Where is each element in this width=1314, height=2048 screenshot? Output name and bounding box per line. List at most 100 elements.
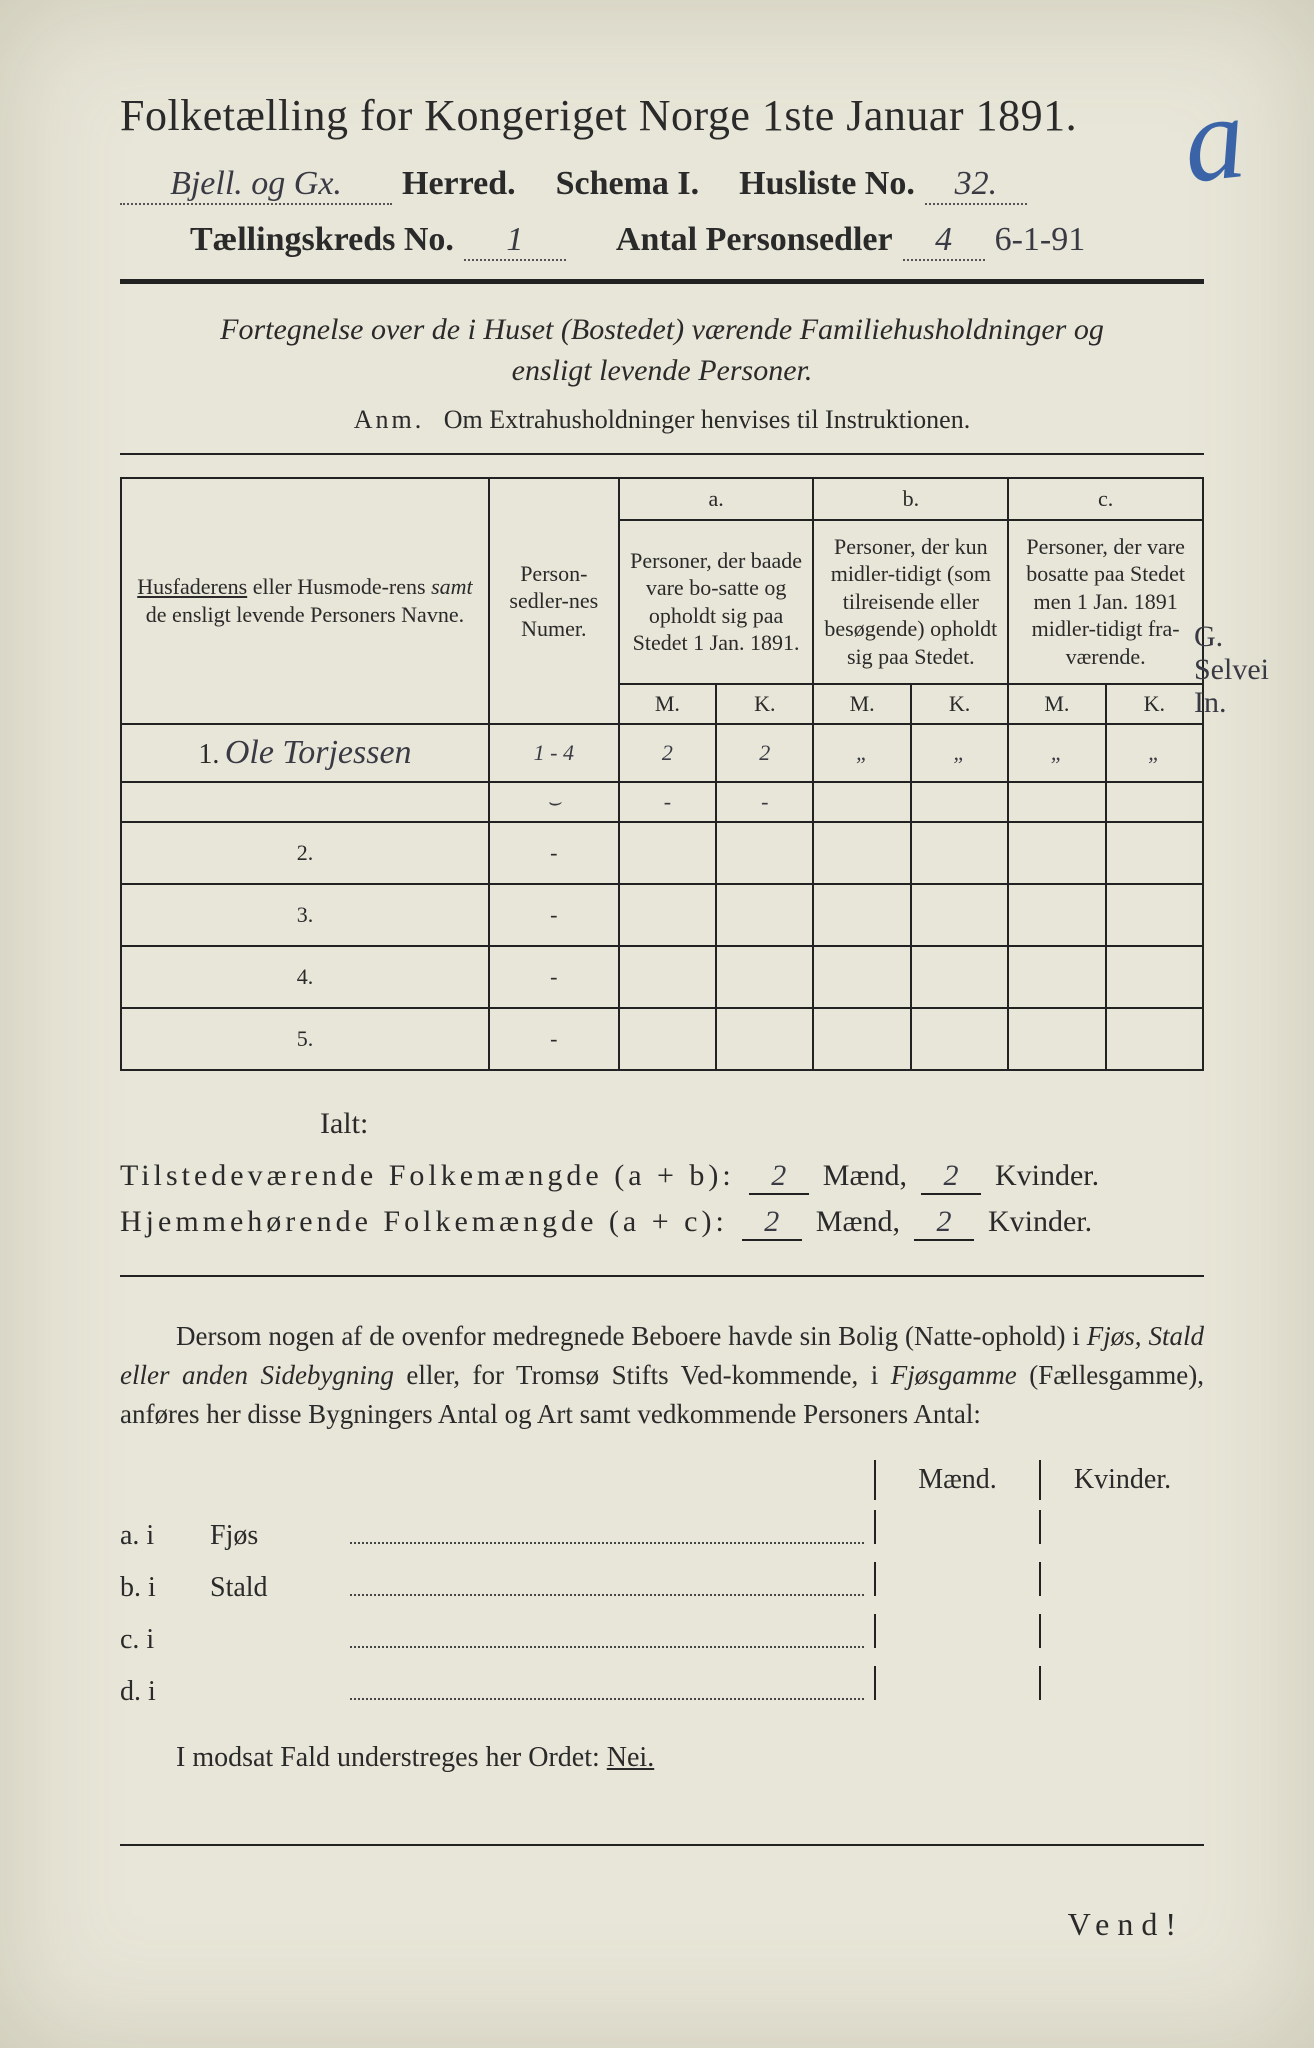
sub-row: d. i [120,1666,1204,1708]
sub-label: Stald [210,1572,340,1604]
cell-bk [911,1008,1008,1070]
col-c-m: M. [1008,684,1105,724]
mk-cells [874,1614,1204,1648]
cell-num: - [489,1008,619,1070]
kvinder-label: Kvinder. [995,1159,1099,1193]
schema-label: Schema I. [556,165,700,203]
col-header-a-tag: a. [619,478,814,520]
sub-row: a. i Fjøs [120,1510,1204,1552]
cell-am [619,884,716,946]
cell-cm: „ [1008,724,1105,782]
cell-ak [716,946,813,1008]
col-header-c-tag: c. [1008,478,1203,520]
cell-am: 2 [619,724,716,782]
herred-value: Bjell. og Gx. [120,165,392,205]
household-table: Husfaderens eller Husmode-rens samt de e… [120,477,1204,1071]
col-header-c: Personer, der vare bosatte paa Stedet me… [1008,520,1203,684]
kreds-value: 1 [464,221,566,261]
totals-line-ab: Tilstedeværende Folkemængde (a + b): 2 M… [120,1159,1204,1195]
cell-bm [813,946,910,1008]
anm-prefix: Anm. [354,405,425,434]
personsedler-value: 4 [903,221,985,261]
cell-cm [1008,1008,1105,1070]
census-form-page: a G. Selvei In. Folketælling for Kongeri… [0,0,1314,2048]
sub-lead: d. i [120,1676,210,1708]
col-name-tail: de ensligt levende Personers Navne. [146,602,464,627]
kreds-label: Tællingskreds No. [190,221,454,259]
sub-lead: b. i [120,1572,210,1604]
outbuilding-table: Mænd. Kvinder. a. i Fjøs b. i Stald c. i… [120,1460,1204,1708]
para-it2: Fjøsgamme [891,1360,1017,1390]
nei-line: I modsat Fald understreges her Ordet: Ne… [120,1742,1204,1774]
sub-dots [350,1670,864,1700]
sub-label: Fjøs [210,1520,340,1552]
col-b-k: K. [911,684,1008,724]
row-name: 1. Ole Torjessen [121,724,489,782]
cell-extra-num: ⌣ [489,782,619,822]
cell-ck [1106,822,1203,884]
cell-am [619,822,716,884]
mk-header: Mænd. Kvinder. [874,1460,1204,1500]
cell-am [619,1008,716,1070]
totals-block: Ialt: Tilstedeværende Folkemængde (a + b… [120,1107,1204,1241]
herred-label: Herred. [402,165,516,203]
ialt-label: Ialt: [320,1107,1204,1141]
row-num-label: 1. [198,739,219,770]
row-extra-name [121,782,489,822]
rule-thin-2 [120,1275,1204,1277]
totals-ac-k: 2 [914,1205,974,1241]
cell-extra-cm [1008,782,1105,822]
table-row: 1. Ole Torjessen 1 - 4 2 2 „ „ „ „ [121,724,1203,782]
sub-dots [350,1514,864,1544]
form-subtitle: Fortegnelse over de i Huset (Bostedet) v… [202,310,1122,391]
table-row-extra: ⌣ - - [121,782,1203,822]
margin-line2: In. [1194,686,1227,719]
cell-ak: 2 [716,724,813,782]
cell-bk [911,884,1008,946]
totals-ab-m: 2 [749,1159,809,1195]
cell-bm [813,822,910,884]
margin-line1: G. Selvei [1194,620,1269,686]
anm-line: Anm. Om Extrahusholdninger henvises til … [120,405,1204,435]
margin-handwriting: G. Selvei In. [1194,620,1284,719]
mk-maend: Mænd. [874,1460,1039,1500]
col-name-u1: Husfaderens [137,574,247,599]
personsedler-label: Antal Personsedler [616,221,893,259]
cell-ck [1106,946,1203,1008]
anm-text: Om Extrahusholdninger henvises til Instr… [444,405,970,434]
husliste-label: Husliste No. [739,165,915,203]
cell-cm [1008,884,1105,946]
sub-dots [350,1618,864,1648]
rule-vend-top [120,1844,1204,1846]
cell-num: - [489,884,619,946]
totals-line-ac: Hjemmehørende Folkemængde (a + c): 2 Mæn… [120,1205,1204,1241]
cell-bk [911,946,1008,1008]
cell-bm [813,1008,910,1070]
sub-dots [350,1566,864,1596]
form-title: Folketælling for Kongeriget Norge 1ste J… [120,90,1204,141]
col-a-m: M. [619,684,716,724]
header-line-kreds: Tællingskreds No. 1 Antal Personsedler 4… [120,221,1204,261]
cell-extra-ak: - [716,782,813,822]
para-t2: eller, for Tromsø Stifts Ved-kommende, i [394,1360,891,1390]
cell-ck [1106,1008,1203,1070]
col-b-m: M. [813,684,910,724]
sub-row: b. i Stald [120,1562,1204,1604]
cell-extra-bk [911,782,1008,822]
cell-am [619,946,716,1008]
cell-ak [716,884,813,946]
col-header-a: Personer, der baade vare bo-satte og oph… [619,520,814,684]
outbuilding-paragraph: Dersom nogen af de ovenfor medregnede Be… [120,1317,1204,1434]
nei-text: I modsat Fald understreges her Ordet: [176,1742,600,1773]
col-name-mid: eller Husmode-rens [247,574,431,599]
col-c-k: K. [1106,684,1203,724]
row-name-hw: Ole Torjessen [225,734,412,771]
cell-num: - [489,822,619,884]
cell-num: 1 - 4 [489,724,619,782]
table-row: 2. - [121,822,1203,884]
col-header-b-tag: b. [813,478,1008,520]
row-name: 3. [121,884,489,946]
husliste-value: 32. [925,165,1027,205]
cell-extra-bm [813,782,910,822]
sub-row: c. i [120,1614,1204,1656]
